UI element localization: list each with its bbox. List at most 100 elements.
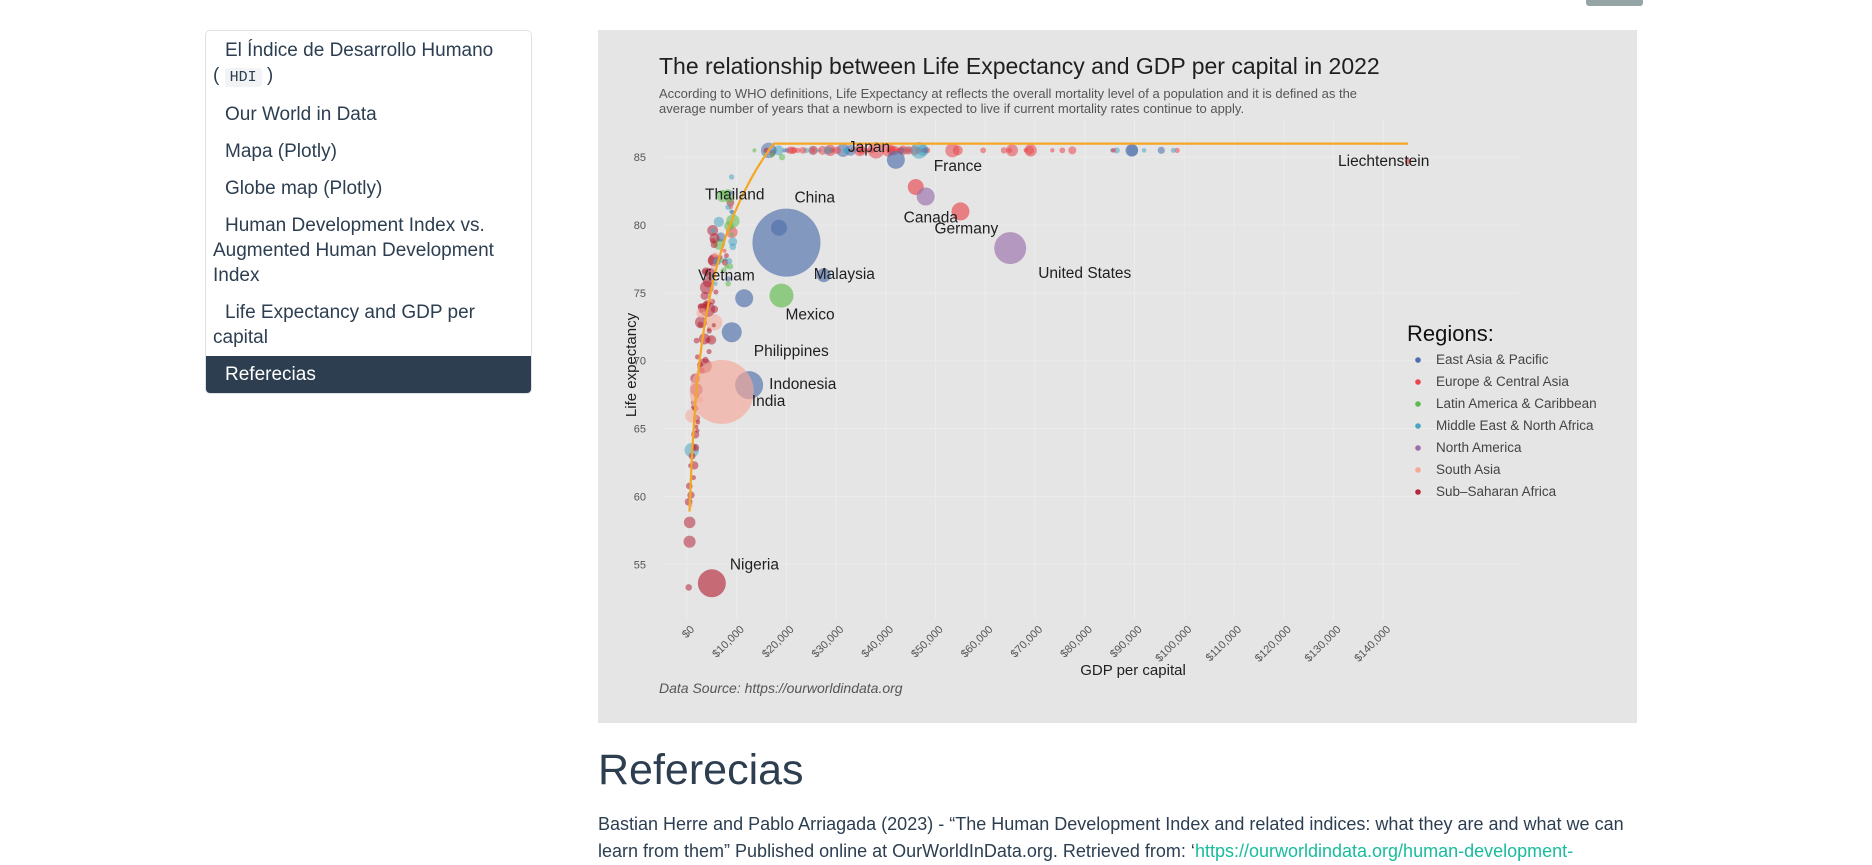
table-of-contents: El Índice de Desarrollo Humano ( HDI ) O… — [205, 30, 532, 394]
highlighted-point — [721, 322, 742, 343]
y-tick-label: 55 — [634, 559, 646, 571]
references-heading: Referecias — [598, 746, 804, 794]
country-label: France — [934, 158, 982, 175]
legend-marker — [1415, 467, 1421, 473]
toc-item-hdi[interactable]: El Índice de Desarrollo Humano ( HDI ) — [206, 31, 531, 96]
legend-marker — [1415, 423, 1421, 429]
chart-grid — [663, 120, 1518, 620]
scatter-point — [980, 147, 987, 154]
scatter-point — [1024, 144, 1037, 157]
highlighted-point — [994, 232, 1027, 265]
scatter-point — [726, 258, 733, 265]
x-tick-label: $80,000 — [1058, 624, 1095, 661]
scatter-point — [706, 328, 712, 334]
legend-marker — [1415, 445, 1421, 451]
y-tick-label: 80 — [634, 220, 646, 232]
legend-marker — [1415, 489, 1421, 495]
x-tick-label: $120,000 — [1253, 624, 1294, 665]
x-tick-label: $30,000 — [810, 624, 847, 661]
scatter-point — [720, 190, 726, 196]
highlighted-point — [697, 569, 726, 598]
scatter-point — [1006, 147, 1013, 154]
toc-item-label: El Índice de Desarrollo Humano — [225, 40, 494, 61]
highlighted-point — [951, 202, 970, 221]
highlighted-point — [769, 283, 794, 308]
toc-item-life-expectancy[interactable]: Life Expectancy and GDP per capital — [213, 302, 475, 348]
toc-item-our-world-in-data[interactable]: Our World in Data — [225, 104, 377, 125]
chart-subtitle-line1: According to WHO definitions, Life Expec… — [659, 86, 1357, 101]
y-tick-label: 85 — [634, 152, 646, 164]
x-tick-label: $100,000 — [1153, 624, 1194, 665]
scatter-point — [694, 354, 701, 360]
country-label: Liechtenstein — [1338, 153, 1429, 170]
scatter-point — [725, 280, 731, 287]
scatter-point — [724, 253, 729, 259]
scatter-point — [842, 146, 850, 154]
scatter-point — [711, 323, 716, 328]
country-label: Philippines — [754, 343, 829, 360]
x-tick-label: $140,000 — [1352, 624, 1393, 665]
scatter-point — [1111, 147, 1116, 153]
toc-item-globe-map[interactable]: Globe map (Plotly) — [225, 178, 383, 199]
scatter-point — [729, 232, 734, 237]
scatter-point — [868, 147, 875, 154]
scatter-point — [769, 152, 775, 158]
x-tick-label: $10,000 — [710, 624, 747, 661]
scatter-point — [725, 204, 731, 210]
scatter-point — [703, 277, 714, 288]
scatter-point — [1126, 144, 1139, 157]
y-tick-label: 75 — [634, 288, 646, 300]
reference-line2: learn from them” Published online at Our… — [598, 841, 1195, 861]
scatter-point — [695, 419, 701, 425]
scatter-point — [712, 252, 718, 258]
x-axis-label: GDP per capital — [1080, 662, 1186, 679]
scatter-point — [710, 227, 716, 234]
country-label: India — [752, 393, 786, 410]
highlighted-point — [752, 208, 821, 277]
legend-item-label: South Asia — [1436, 462, 1501, 477]
scatter-point — [1050, 148, 1055, 153]
scatter-point — [700, 291, 709, 300]
x-tick-label: $130,000 — [1303, 624, 1344, 665]
country-label: Indonesia — [769, 376, 837, 393]
scatter-point — [690, 475, 697, 481]
scatter-point — [720, 267, 727, 274]
top-button[interactable] — [1586, 0, 1643, 6]
country-label: Japan — [848, 139, 890, 156]
scatter-point — [683, 535, 696, 548]
chart-svg: The relationship between Life Expectancy… — [623, 53, 1597, 696]
scatter-point — [729, 190, 735, 196]
scatter-point — [725, 276, 731, 282]
scatter-point — [791, 147, 798, 154]
legend-item-label: Latin America & Caribbean — [1436, 396, 1597, 411]
scatter-point — [695, 428, 700, 433]
scatter-point — [799, 146, 807, 154]
scatter-point — [716, 189, 729, 202]
scatter-point — [693, 337, 700, 344]
x-tick-label: $20,000 — [760, 624, 797, 661]
country-label: Canada — [904, 210, 959, 227]
trend-line — [688, 142, 1408, 512]
country-label: Malaysia — [814, 266, 876, 283]
x-tick-label: $50,000 — [909, 624, 946, 661]
scatter-point — [833, 146, 841, 155]
scatter-point — [728, 237, 738, 246]
x-tick-label: $90,000 — [1108, 624, 1145, 661]
highlighted-point — [1405, 158, 1411, 165]
scatter-point — [727, 263, 734, 270]
chart-legend: Regions: East Asia & Pacific Europe & Cen… — [1407, 321, 1597, 499]
toc-item-mapa-plotly[interactable]: Mapa (Plotly) — [225, 141, 337, 162]
scatter-point — [867, 142, 885, 159]
toc-paren: ) — [266, 65, 274, 86]
legend-item-label: Middle East & North Africa — [1436, 418, 1594, 433]
scatter-point — [685, 584, 693, 591]
scatter-point — [864, 147, 870, 153]
scatter-point — [945, 143, 960, 158]
legend-marker — [1415, 379, 1421, 385]
reference-link[interactable]: https://ourworldindata.org/human-develop… — [1194, 841, 1574, 861]
toc-item-hdi-vs-ahdi[interactable]: Human Development Index vs. Augmented Hu… — [213, 215, 494, 286]
chart-figure: The relationship between Life Expectancy… — [598, 30, 1637, 723]
highlighted-point — [735, 289, 754, 308]
toc-item-referecias[interactable]: Referecias — [206, 356, 531, 393]
scatter-point — [1068, 146, 1077, 155]
